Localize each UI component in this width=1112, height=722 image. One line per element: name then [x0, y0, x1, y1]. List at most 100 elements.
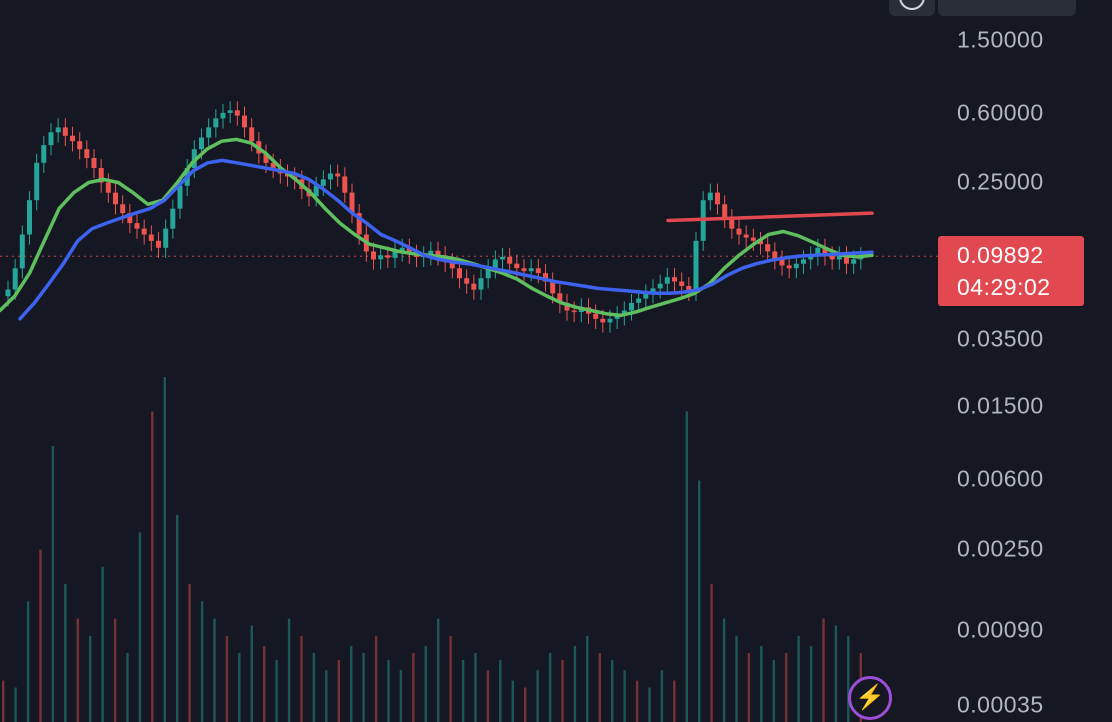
volume-bar [64, 584, 67, 722]
volume-bar [51, 446, 55, 722]
chart-settings-button[interactable] [889, 0, 935, 16]
candle-body [521, 268, 527, 272]
candle-body [750, 237, 756, 241]
ma-slow-line [18, 158, 874, 321]
volume-bar [461, 659, 465, 722]
volume-bar [548, 653, 552, 722]
ma-fast-line [0, 137, 874, 318]
price-axis[interactable]: 1.50000 0.60000 0.25000 0.03500 0.01500 0.006… [938, 0, 1112, 722]
candle-body [729, 218, 735, 229]
volume-bar [126, 653, 129, 722]
candle-body [736, 228, 742, 235]
candle-body [213, 118, 219, 128]
volume-bar [536, 670, 539, 722]
candle-body [428, 250, 434, 256]
candle-body [693, 240, 699, 291]
volume-bar [89, 635, 92, 722]
candle-body [206, 127, 212, 138]
candle-body [163, 228, 169, 248]
candle-body [127, 213, 133, 224]
volume-bar [176, 515, 179, 722]
volume-bar [300, 635, 303, 722]
candle-body [105, 182, 111, 193]
volume-bar [113, 618, 117, 722]
candle-body [62, 127, 68, 136]
plot-area[interactable] [0, 0, 938, 722]
volume-bar [275, 659, 278, 722]
candle-body [793, 263, 799, 269]
candle-body [571, 310, 577, 313]
candle-body [607, 318, 613, 323]
volume-bar [374, 635, 378, 722]
volume-bar [387, 659, 390, 722]
volume-bar [710, 584, 713, 722]
volume-bar [312, 653, 316, 722]
volume-bar [760, 646, 763, 722]
volume-bar [735, 635, 738, 722]
candle-body [156, 240, 161, 248]
volume-bar [213, 618, 216, 722]
candle-body [41, 145, 47, 163]
volume-bar [424, 646, 427, 722]
candle-body [707, 192, 713, 201]
candle-body [650, 288, 656, 294]
candle-body [686, 286, 692, 291]
candle-body [829, 255, 835, 260]
candle-body [593, 313, 599, 319]
candle-body [500, 256, 505, 260]
volume-bar [26, 601, 30, 722]
candle-body [564, 302, 570, 311]
lightning-icon: ⚡ [855, 684, 885, 711]
volume-bar [39, 549, 42, 722]
price-tick-label: 0.03500 [957, 325, 1044, 352]
price-tick-label: 0.00035 [957, 691, 1044, 718]
candle-body [234, 110, 240, 116]
volume-bar [14, 687, 17, 722]
candle-body [779, 259, 785, 266]
candle-body [12, 268, 18, 290]
volume-bar [797, 635, 800, 722]
candle-body [27, 200, 32, 235]
candle-body [378, 255, 384, 260]
candle-body [199, 137, 204, 150]
candle-body [98, 168, 104, 183]
volume-bar [325, 670, 328, 722]
price-tick-label: 1.50000 [957, 26, 1044, 53]
candle-body [84, 149, 90, 158]
candle-body [815, 247, 821, 256]
volume-bar [586, 635, 589, 722]
candle-body [406, 247, 412, 254]
candle-body [70, 135, 75, 142]
candle-body [120, 204, 126, 214]
candle-body [772, 251, 778, 260]
price-tick-label: 0.00250 [957, 535, 1044, 562]
trendline [666, 211, 874, 223]
volume-bar [101, 566, 104, 722]
candle-body [614, 315, 620, 319]
volume-bar [499, 659, 502, 722]
volume-bar [437, 618, 440, 722]
volume-bar [623, 670, 626, 722]
candle-body [270, 162, 276, 168]
candle-body [449, 262, 455, 269]
candle-body [320, 179, 326, 186]
volume-bar [399, 670, 403, 722]
candle-countdown: 04:29:02 [957, 274, 1051, 300]
volume-bar [660, 670, 664, 722]
candle-body [328, 173, 333, 180]
volume-bar [362, 653, 365, 722]
candle-body [249, 127, 255, 142]
candle-body [464, 278, 470, 284]
volume-bar [225, 635, 229, 722]
volume-bar [138, 532, 142, 722]
candle-body [335, 173, 341, 177]
volume-bar [238, 653, 241, 722]
volume-bar [200, 601, 204, 722]
volume-bar [611, 659, 614, 722]
quick-trade-button[interactable]: ⚡ [848, 676, 892, 720]
candle-body [485, 268, 491, 279]
circle-icon [899, 0, 925, 10]
candle-body [91, 158, 97, 168]
volume-bar [2, 680, 5, 722]
